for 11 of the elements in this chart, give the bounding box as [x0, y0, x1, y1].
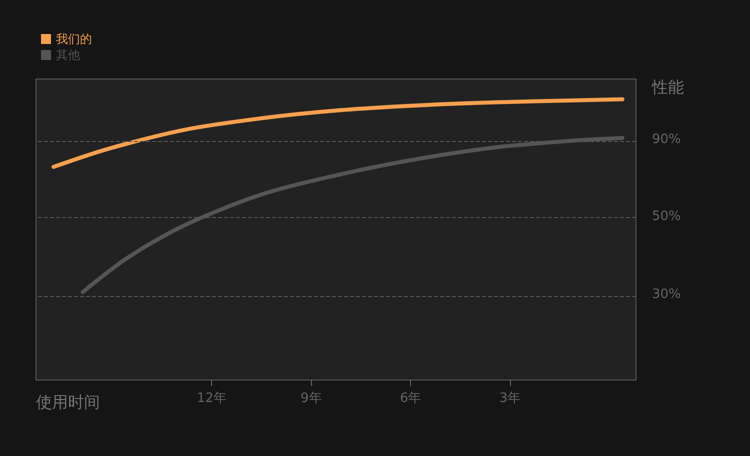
x-tick-label: 3年 [499, 391, 521, 406]
x-tick-label: 6年 [400, 391, 422, 406]
x-tick-label: 12年 [196, 391, 226, 406]
legend-label: 我们的 [56, 32, 92, 46]
x-axis-title: 使用时间 [36, 392, 100, 412]
x-tick-label: 9年 [300, 391, 322, 406]
text: 50% [652, 208, 681, 224]
y-axis-title: 性能 [651, 78, 684, 96]
text: 30% [652, 287, 681, 302]
text: 90% [652, 132, 681, 148]
legend-label: 其他 [56, 48, 80, 62]
